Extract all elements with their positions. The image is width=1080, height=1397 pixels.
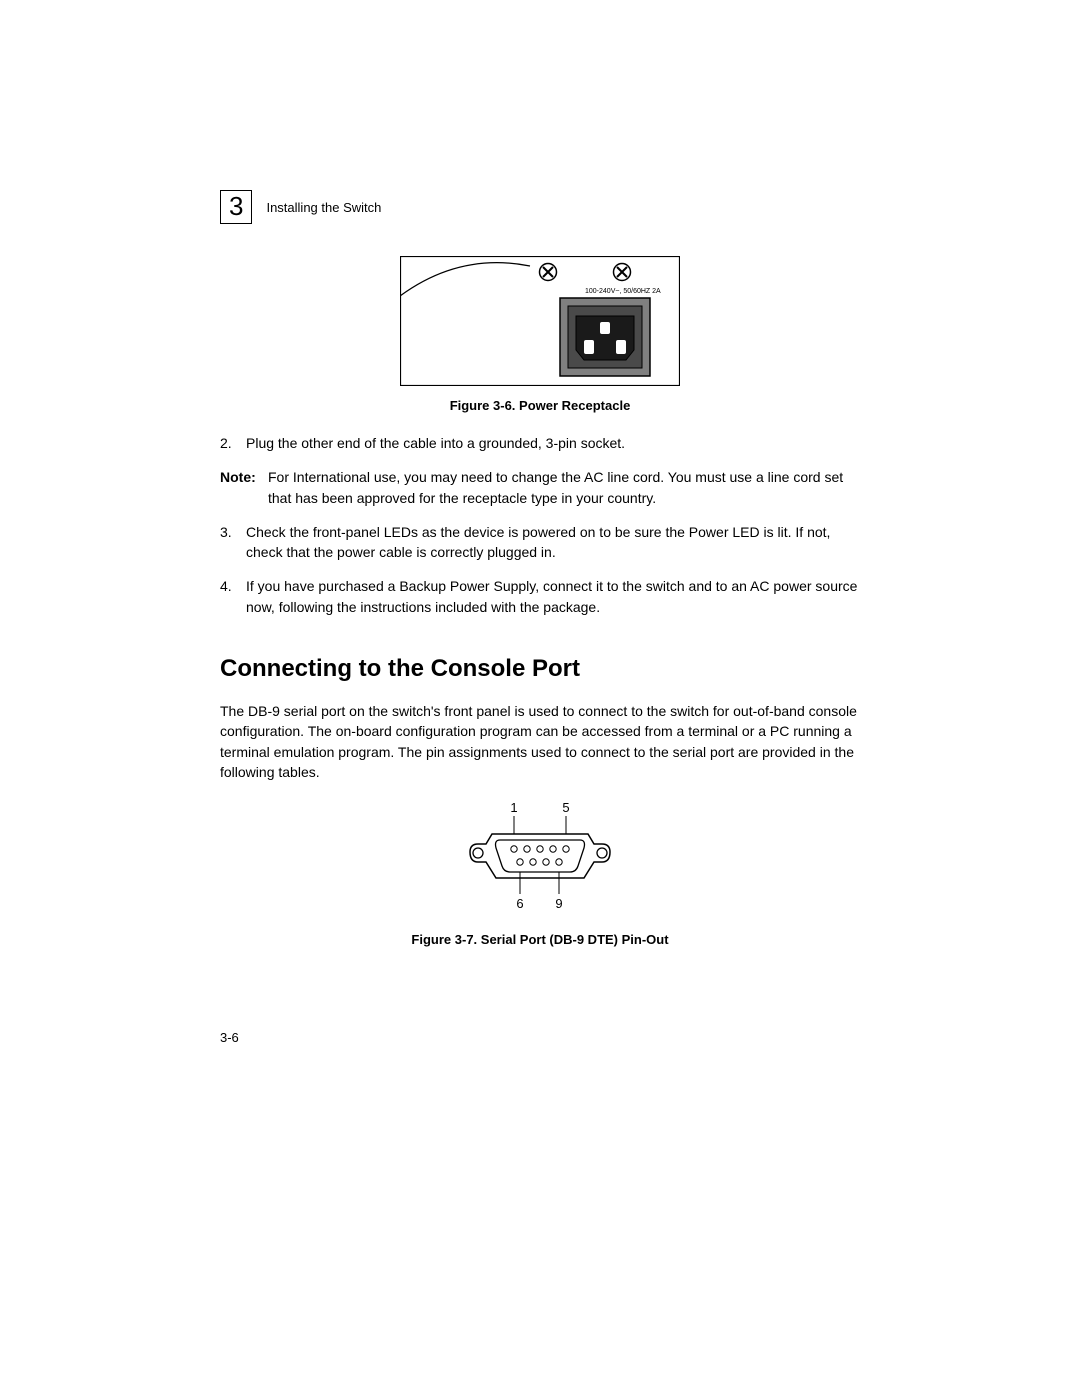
figure-caption-2: Figure 3-7. Serial Port (DB-9 DTE) Pin-O… <box>411 932 668 947</box>
list-item: 4. If you have purchased a Backup Power … <box>220 576 860 617</box>
list-text: If you have purchased a Backup Power Sup… <box>246 576 860 617</box>
svg-text:1: 1 <box>510 800 517 815</box>
svg-text:5: 5 <box>562 800 569 815</box>
list-text: Plug the other end of the cable into a g… <box>246 433 860 453</box>
chapter-number: 3 <box>229 191 243 221</box>
list-number: 4. <box>220 576 246 617</box>
note-text: For International use, you may need to c… <box>268 467 860 508</box>
page-header: 3 Installing the Switch <box>220 190 860 224</box>
figure-power-receptacle: 100-240V~, 50/60HZ 2A Figure 3-6. Power … <box>220 256 860 413</box>
list-item: 2. Plug the other end of the cable into … <box>220 433 860 453</box>
section-heading: Connecting to the Console Port <box>220 655 860 683</box>
db9-connector-icon: 1 5 6 9 <box>460 800 620 920</box>
instruction-list: 2. Plug the other end of the cable into … <box>220 433 860 617</box>
list-number: 2. <box>220 433 246 453</box>
page-number: 3-6 <box>220 1030 239 1045</box>
section-body-text: The DB-9 serial port on the switch's fro… <box>220 701 860 782</box>
document-page: 3 Installing the Switch 100-240V~, 50/60… <box>0 0 1080 1397</box>
chapter-number-box: 3 <box>220 190 252 224</box>
list-item: 3. Check the front-panel LEDs as the dev… <box>220 522 860 563</box>
list-number: 3. <box>220 522 246 563</box>
figure-caption-1: Figure 3-6. Power Receptacle <box>450 398 631 413</box>
list-text: Check the front-panel LEDs as the device… <box>246 522 860 563</box>
note-item: Note: For International use, you may nee… <box>220 467 860 508</box>
svg-text:6: 6 <box>516 896 523 911</box>
chapter-title: Installing the Switch <box>266 200 381 215</box>
svg-text:9: 9 <box>555 896 562 911</box>
power-rating-label: 100-240V~, 50/60HZ 2A <box>585 288 661 295</box>
power-receptacle-icon: 100-240V~, 50/60HZ 2A <box>400 256 680 386</box>
figure-db9-pinout: 1 5 6 9 Figu <box>220 800 860 947</box>
note-label: Note: <box>220 467 268 508</box>
